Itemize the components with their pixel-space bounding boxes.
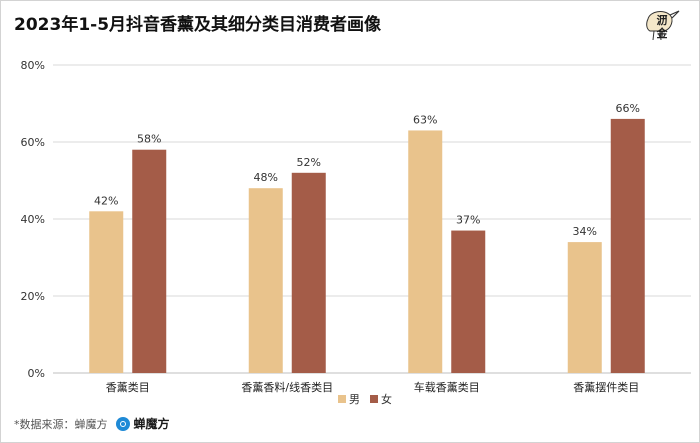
bar-male (89, 211, 124, 373)
legend-label: 女 (381, 392, 392, 406)
data-label: 66% (616, 102, 640, 115)
bar-female (451, 230, 486, 373)
y-tick-label: 40% (21, 213, 45, 226)
bar-male (567, 242, 602, 373)
bar-chart: 0% 20% 40% 60% 80% 42% 58% 香薰类目 48% 52% 香薰香料/线香类目 6… (21, 59, 691, 406)
source-note: *数据来源：蝉魔方 (14, 417, 108, 431)
data-label: 58% (137, 133, 161, 146)
data-label: 42% (94, 194, 118, 207)
data-label: 48% (254, 171, 278, 184)
kiwi-bird-logo: 沥 金 (646, 10, 680, 41)
bar-female (291, 172, 326, 373)
x-tick-label: 香薰类目 (106, 380, 150, 394)
legend-swatch-female (370, 395, 378, 403)
data-label: 63% (413, 113, 437, 126)
data-label: 37% (456, 214, 480, 227)
bar-female (132, 149, 167, 373)
x-tick-label: 香薰香料/线香类目 (241, 380, 333, 394)
logo-text-2: 金 (656, 26, 669, 40)
legend-label: 男 (349, 393, 360, 406)
brand: 蝉魔方 (115, 415, 170, 432)
footer: *数据来源：蝉魔方 蝉魔方 (14, 415, 170, 432)
logo-text: 沥 (657, 13, 668, 27)
x-tick-label: 车载香薰类目 (414, 380, 480, 394)
bar-female (610, 118, 645, 374)
chart-title: 2023年1-5月抖音香薰及其细分类目消费者画像 (14, 15, 382, 35)
x-tick-label: 香薰摆件类目 (573, 380, 639, 394)
y-tick-label: 20% (21, 290, 45, 303)
y-tick-label: 60% (21, 136, 45, 149)
y-tick-label: 0% (28, 367, 45, 380)
data-label: 34% (573, 225, 597, 238)
chanmofang-logo-icon (115, 416, 130, 431)
legend-swatch-male (338, 395, 346, 403)
bar-male (408, 130, 443, 373)
brand-name: 蝉魔方 (133, 417, 170, 431)
bar-male (248, 188, 283, 373)
data-label: 52% (297, 156, 321, 169)
y-tick-label: 80% (21, 59, 45, 72)
